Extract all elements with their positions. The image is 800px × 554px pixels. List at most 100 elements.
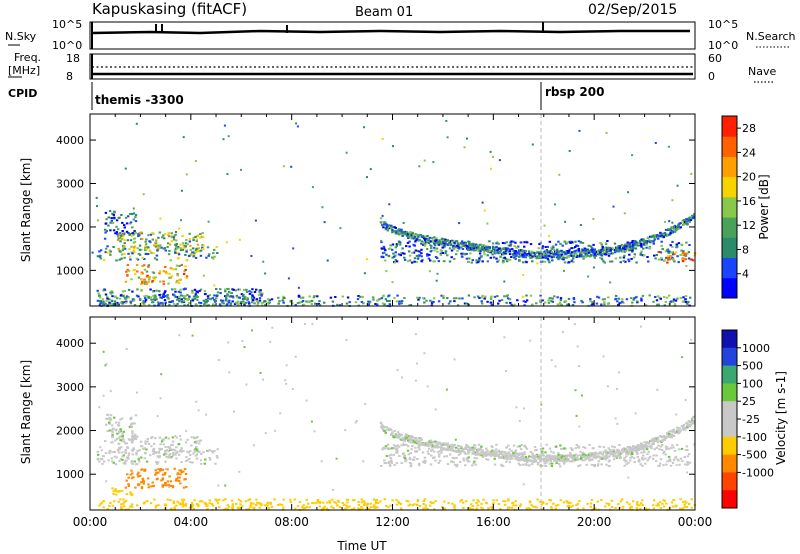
data-cell [564,220,567,223]
data-cell [135,257,139,260]
data-cell [502,500,505,503]
data-cell [250,255,253,257]
data-cell [422,240,426,243]
data-cell [453,241,456,244]
data-cell [544,246,547,248]
data-cell [606,457,609,460]
data-cell [196,249,199,252]
data-cell [578,500,581,503]
data-cell [142,447,145,450]
data-cell [207,220,210,223]
data-cell [552,246,555,249]
data-cell [429,504,432,507]
data-cell [313,295,316,298]
data-cell [390,224,393,227]
data-cell [310,420,313,423]
data-cell [446,297,449,300]
data-cell [642,454,645,457]
freq-panel-frame [89,53,696,80]
data-cell [99,502,103,505]
data-cell [434,408,437,411]
data-cell [153,278,156,281]
data-cell [406,241,410,244]
data-cell [169,507,173,510]
data-cell [196,448,199,451]
data-cell [397,445,401,448]
data-cell [213,255,216,258]
data-cell [523,254,526,257]
data-cell [181,242,185,245]
data-cell [102,289,105,292]
data-cell [645,242,648,244]
data-cell [580,248,584,251]
data-cell [684,463,687,466]
data-cell [143,279,146,282]
data-cell [555,460,558,463]
data-cell [388,203,391,206]
data-cell [130,416,133,419]
data-cell [583,453,586,456]
data-cell [601,249,604,252]
data-cell [505,247,508,250]
data-cell [447,242,451,245]
data-cell [492,256,496,259]
data-cell [543,260,547,263]
data-cell [206,299,209,302]
colorbar-tick-label: 24 [742,146,756,159]
data-cell [189,244,192,247]
data-cell [686,449,689,451]
data-cell [232,410,235,413]
data-cell [503,336,506,339]
data-cell [512,504,515,507]
data-cell [687,257,691,260]
data-cell [190,444,193,447]
data-cell [639,325,642,328]
data-cell [385,428,388,431]
data-cell [102,259,106,262]
data-cell [546,454,549,457]
data-cell [285,382,288,385]
data-cell [266,502,269,505]
data-cell [147,486,150,489]
data-cell [302,504,305,507]
data-cell [141,256,144,259]
data-cell [670,229,673,232]
ytick-label: 2000 [56,425,84,438]
data-cell [211,504,215,507]
data-cell [492,499,495,502]
data-cell [418,448,421,451]
data-cell [123,226,126,229]
data-cell [196,436,199,438]
data-cell [169,485,172,487]
data-cell [568,240,571,243]
data-cell [481,455,485,458]
data-cell [396,444,399,447]
data-cell [187,298,191,301]
data-cell [423,159,426,162]
data-cell [291,388,294,391]
data-cell [398,436,401,438]
colorbar-segment [722,401,737,420]
data-cell [424,507,427,510]
data-cell [450,249,454,252]
data-cell [667,455,671,458]
data-cell [143,278,146,281]
data-cell [416,257,420,260]
data-cell [470,261,473,264]
data-cell [563,240,566,243]
data-cell [297,286,300,289]
data-cell [198,439,201,442]
data-cell [140,272,143,275]
data-cell [395,462,399,465]
data-cell [104,452,108,455]
data-cell [98,460,101,463]
data-cell [429,259,432,262]
data-cell [504,500,507,503]
data-cell [247,301,250,304]
data-cell [422,503,425,505]
data-cell [333,501,336,503]
data-cell [117,303,120,306]
data-cell [624,460,627,463]
data-cell [616,300,619,303]
data-cell [679,498,682,501]
